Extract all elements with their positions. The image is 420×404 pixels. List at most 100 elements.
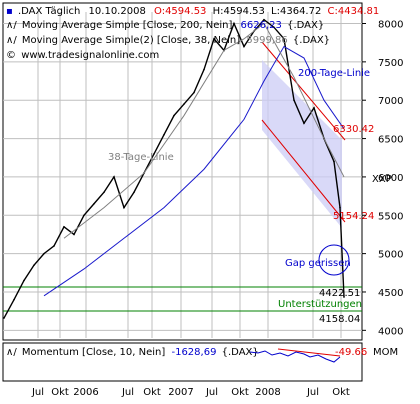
legend-dax-label: .DAX Täglich xyxy=(18,6,80,17)
x-axis: Jul Okt 2006 Jul Okt 2007 Jul Okt 2008 Jul Okt xyxy=(31,387,350,398)
legend-copyright-prefix: © xyxy=(6,50,16,61)
legend-momentum-label: Momentum [Close, 10, Nein] xyxy=(22,347,165,358)
x-tick-label: Jul xyxy=(306,387,319,398)
dax-point xyxy=(293,99,295,102)
legend-ma200-prefix: ∧/ xyxy=(6,20,17,31)
legend-dax-date: 10.10.2008 xyxy=(89,6,146,17)
momentum-unit-label: MOM xyxy=(373,347,398,358)
annotation-38-day-line: 38-Tage-Linie xyxy=(108,152,174,163)
channel-lower-line xyxy=(261,119,346,223)
dax-point xyxy=(303,122,305,125)
x-tick-label: Jul xyxy=(31,387,44,398)
legend-ma38-value: 5999,86 xyxy=(246,35,287,46)
dax-point xyxy=(203,68,205,71)
price-y-axis: 4000 4500 5000 5500 6000 6500 7000 7500 8000 xyxy=(362,20,403,337)
dax-point xyxy=(333,160,335,163)
dax-point xyxy=(23,279,25,282)
momentum-trend-line xyxy=(277,348,341,357)
momentum-panel xyxy=(2,342,363,382)
momentum-last-value: -49.66 xyxy=(335,347,367,358)
legend-dax-prefix: ▪ xyxy=(6,6,13,17)
momentum-line xyxy=(249,350,341,363)
dax-point xyxy=(53,245,55,247)
annotation-gap: Gap gerissen xyxy=(285,258,351,269)
y-tick-label: 7500 xyxy=(378,58,403,69)
y-tick-label: 6000 xyxy=(378,173,403,184)
legend-dax-close: C:4434.81 xyxy=(328,6,380,17)
annotation-support-low: 4158.04 xyxy=(319,314,360,325)
y-tick-label: 4500 xyxy=(378,288,403,299)
y-axis-unit-label: XXP xyxy=(372,174,392,185)
legend-ma38-prefix: ∧/ xyxy=(6,35,17,46)
dax-point xyxy=(123,206,125,209)
annotation-channel-high: 6330.42 xyxy=(333,124,374,135)
legend-ma200: ∧/ Moving Average Simple [Close, 200, Ne… xyxy=(6,20,324,31)
dax-point xyxy=(73,233,75,236)
y-tick-label: 5500 xyxy=(378,211,403,222)
dax-point xyxy=(283,38,285,40)
series-line-ma38 xyxy=(63,22,345,239)
legend-ma200-source: {.DAX} xyxy=(287,20,324,31)
dax-point xyxy=(103,191,105,194)
dax-point xyxy=(263,18,265,21)
dax-point xyxy=(153,153,155,155)
x-tick-label: 2007 xyxy=(168,387,193,398)
dax-point xyxy=(243,45,245,48)
dax-point xyxy=(63,225,65,228)
legend-ma38-source: {.DAX} xyxy=(293,35,330,46)
legend-copyright: © www.tradesignalonline.com xyxy=(6,50,159,61)
annotation-support-label: Unterstützungen xyxy=(278,299,362,310)
dax-point xyxy=(33,264,35,266)
x-tick-label: 2008 xyxy=(255,387,280,398)
dax-point xyxy=(83,214,85,217)
gap-circle xyxy=(318,244,350,276)
dax-point xyxy=(233,22,235,25)
dax-point xyxy=(173,114,175,117)
dax-point xyxy=(183,103,185,105)
x-tick-label: Jul xyxy=(121,387,134,398)
annotation-200-day-line: 200-Tage-Linie xyxy=(298,68,370,79)
legend-ma38-label: Moving Average Simple(2) [Close, 38, Nei… xyxy=(22,35,240,46)
legend-dax-open: O:4594.53 xyxy=(154,6,206,17)
y-tick-label: 6500 xyxy=(378,135,403,146)
legend-dax-low: L:4364.72 xyxy=(271,6,321,17)
y-tick-label: 4000 xyxy=(378,326,403,337)
legend-ma38: ∧/ Moving Average Simple(2) [Close, 38, … xyxy=(6,35,330,46)
dax-point xyxy=(163,133,165,136)
y-tick-label: 7000 xyxy=(378,96,403,107)
annotation-support-high: 4422.51 xyxy=(319,288,360,299)
dax-point xyxy=(43,252,45,255)
x-tick-label: Okt xyxy=(143,387,161,398)
legend-momentum-value: -1628,69 xyxy=(171,347,216,358)
dax-point xyxy=(93,202,95,205)
legend-copyright-label: www.tradesignalonline.com xyxy=(21,50,159,61)
legend-momentum: ∧/ Momentum [Close, 10, Nein] -1628,69 {… xyxy=(6,347,259,358)
series-line-dax xyxy=(3,18,345,319)
dax-point xyxy=(339,206,341,209)
x-tick-label: Okt xyxy=(332,387,350,398)
series-line-ma200 xyxy=(43,45,345,297)
legend-dax: ▪ .DAX Täglich 10.10.2008 O:4594.53 H:45… xyxy=(6,6,379,17)
x-tick-label: Okt xyxy=(231,387,249,398)
dax-point xyxy=(313,107,315,109)
dax-point xyxy=(133,191,135,194)
trend-channel-fill xyxy=(262,60,342,228)
dax-point xyxy=(13,298,15,301)
legend-ma200-value: 6626,23 xyxy=(241,20,282,31)
channel-upper-line xyxy=(261,41,346,141)
legend-momentum-source: {.DAX} xyxy=(222,347,259,358)
dax-point xyxy=(273,26,275,29)
x-tick-label: Jul xyxy=(205,387,218,398)
annotation-channel-low: 5154.24 xyxy=(333,211,374,222)
legend-dax-high: H:4594.53 xyxy=(213,6,265,17)
series-layer xyxy=(3,18,345,319)
y-tick-label: 5000 xyxy=(378,250,403,261)
legend-ma200-label: Moving Average Simple [Close, 200, Nein] xyxy=(22,20,233,31)
x-tick-label: 2006 xyxy=(73,387,98,398)
y-tick-label: 8000 xyxy=(378,20,403,31)
dax-point xyxy=(193,91,195,94)
dax-point xyxy=(213,38,215,40)
dax-point xyxy=(3,317,5,319)
x-tick-label: Okt xyxy=(51,387,69,398)
